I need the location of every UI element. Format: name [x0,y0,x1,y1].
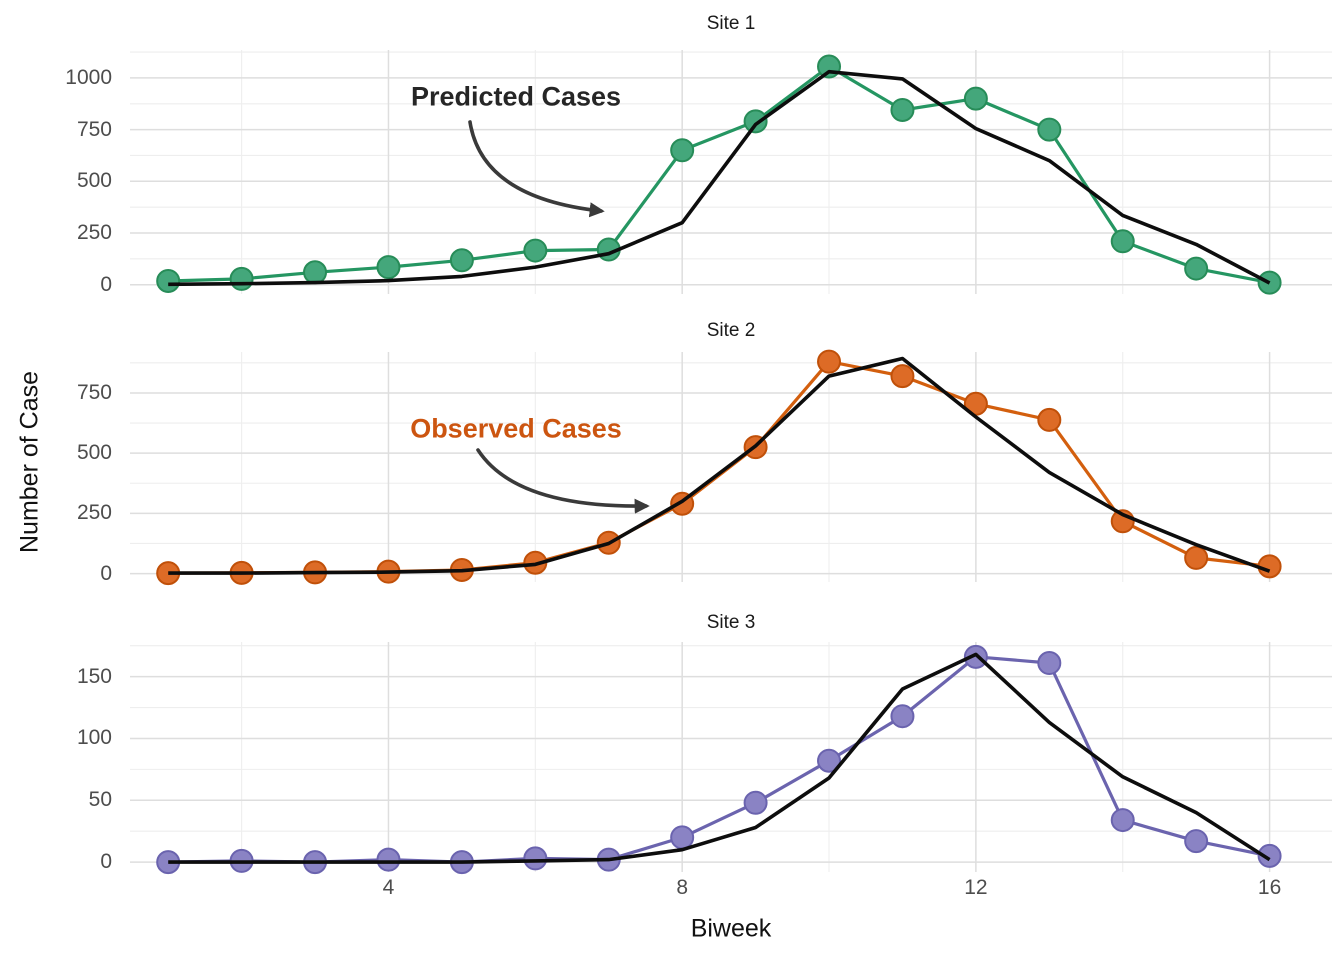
observed-point [670,138,695,163]
observed-point [523,238,548,263]
panel-title-site-1: Site 1 [706,13,756,34]
observed-point [1184,256,1209,281]
observed-point [303,260,328,285]
y-tick-label: 250 [76,501,112,525]
observed-point [1037,407,1062,432]
observed-point [523,846,548,871]
observed-point [1257,843,1282,868]
observed-point [229,266,254,291]
observed-point [1037,651,1062,676]
observed-point [670,825,695,850]
panel-title-site-2: Site 2 [706,320,756,341]
y-tick-label: 0 [100,561,112,585]
observed-point [890,97,915,122]
y-axis-label: Number of Case [15,370,44,554]
observed-point [890,364,915,389]
observed-point [376,255,401,280]
predicted-line [168,652,1271,864]
y-tick-label: 250 [76,221,112,244]
x-tick-label: 12 [964,876,988,899]
observed-line [168,64,1270,285]
observed-point [743,109,768,134]
y-tick-label: 500 [76,169,112,193]
y-tick-label: 50 [88,788,112,812]
y-tick-label: 150 [76,664,112,688]
x-tick-label: 16 [1257,876,1282,899]
observed-point [156,268,181,293]
predicted-line [168,69,1271,287]
observed-point [376,847,401,872]
observed-point [890,704,915,729]
observed-arrow [476,448,650,514]
observed-point [1184,829,1209,854]
x-tick-label: 4 [382,876,395,899]
panel-title-site-3: Site 3 [706,612,756,633]
observed-point [817,748,842,773]
x-axis-label: Biweek [690,914,772,943]
predicted-arrow [468,120,605,218]
y-tick-label: 500 [76,441,112,465]
observed-point [743,790,768,815]
y-tick-label: 750 [76,117,112,141]
observed-point [963,644,988,669]
x-tick-label: 8 [676,876,688,899]
y-tick-label: 750 [76,380,112,404]
observed-point [449,248,474,273]
y-tick-label: 0 [100,850,112,874]
observed-point [1110,229,1135,254]
annotation-observed-cases: Observed Cases [410,413,622,444]
observed-point [1110,808,1135,833]
observed-point [1184,545,1209,570]
annotation-predicted-cases: Predicted Cases [410,81,622,112]
panel-site-3 [130,642,1332,875]
predicted-line [168,356,1271,575]
y-tick-label: 1000 [65,65,112,89]
observed-point [963,86,988,111]
y-tick-label: 100 [76,726,112,750]
panel-site-1 [130,50,1332,295]
observed-point [1037,117,1062,142]
observed-point [817,349,842,374]
y-tick-label: 0 [100,272,112,296]
panel-site-2 [130,349,1332,586]
observed-point [1257,554,1282,579]
